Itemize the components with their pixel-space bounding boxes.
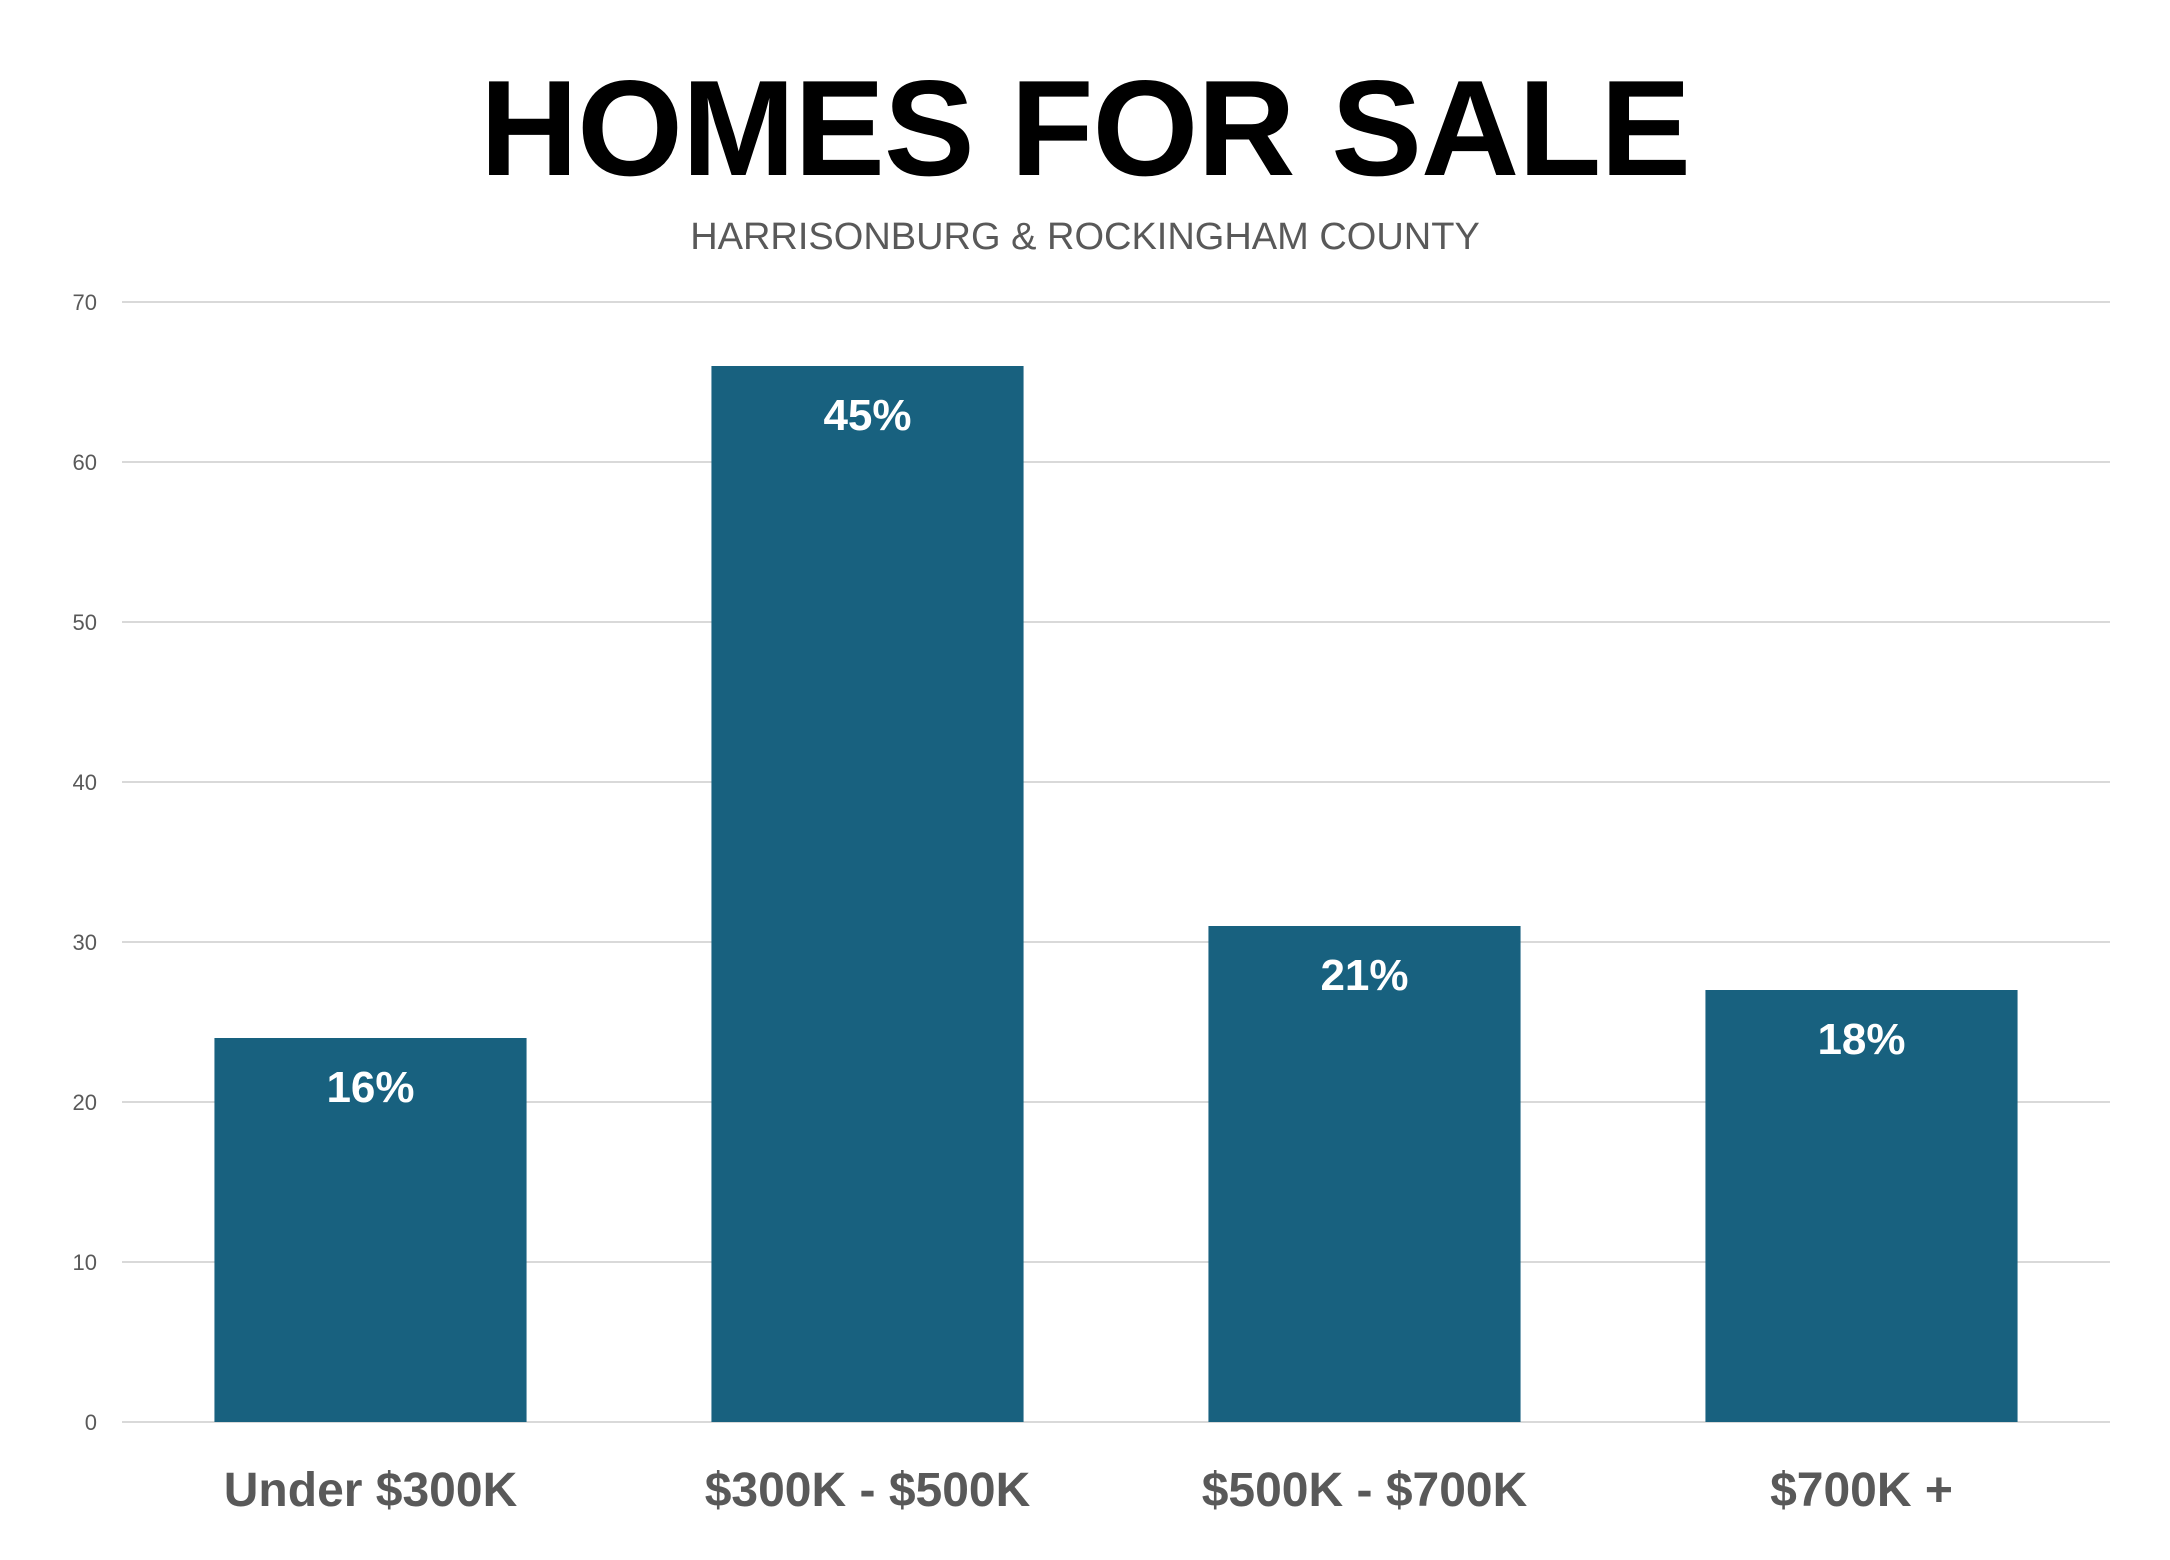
x-category-label: $300K - $500K [705,1464,1031,1517]
bar [1705,990,2018,1422]
chart-subtitle: HARRISONBURG & ROCKINGHAM COUNTY [690,216,1480,258]
bar [711,366,1024,1422]
y-tick-label: 10 [73,1250,97,1275]
bar [1208,926,1521,1422]
data-label: 18% [1817,1015,1905,1064]
y-tick-label: 60 [73,450,97,475]
y-tick-label: 50 [73,610,97,635]
x-category-label: $700K + [1770,1464,1953,1517]
y-tick-label: 40 [73,770,97,795]
data-label: 16% [326,1063,414,1112]
y-tick-label: 30 [73,930,97,955]
x-category-label: $500K - $700K [1202,1464,1528,1517]
chart-title: HOMES FOR SALE [479,52,1691,204]
data-label: 45% [823,391,911,440]
data-label: 21% [1320,951,1408,1000]
y-tick-label: 0 [85,1410,97,1435]
x-category-label: Under $300K [224,1464,518,1517]
bar [214,1038,527,1422]
y-tick-label: 70 [73,290,97,315]
y-tick-label: 20 [73,1090,97,1115]
